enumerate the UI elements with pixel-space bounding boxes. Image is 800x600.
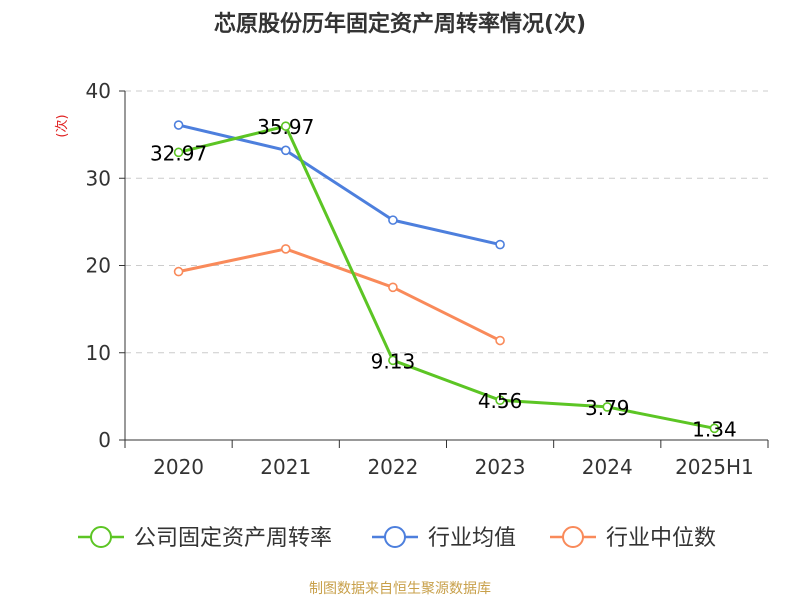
data-point <box>173 147 184 158</box>
data-label: 35.97 <box>257 115 314 139</box>
data-point <box>280 145 291 156</box>
x-tick-label: 2023 <box>475 455 526 479</box>
y-tick-label: 0 <box>98 428 111 452</box>
x-tick-label: 2021 <box>260 455 311 479</box>
data-label: 9.13 <box>371 349 416 373</box>
data-point <box>388 282 398 293</box>
data-label: 3.79 <box>585 396 630 420</box>
data-point <box>173 120 184 130</box>
legend-label: 公司固定资产周转率 <box>134 526 332 551</box>
y-tick-label: 30 <box>86 166 111 190</box>
y-tick-label: 10 <box>86 341 111 365</box>
axes: 0 10 20 30 40 2020 2021 2022 2023 2024 2025H1 (次) <box>54 79 769 479</box>
x-tick-label: 2020 <box>153 455 204 479</box>
series-line-0 <box>178 124 715 430</box>
data-label: 4.56 <box>478 389 523 413</box>
x-tick-label: 2025H1 <box>675 455 754 479</box>
x-tick-label: 2022 <box>367 455 418 479</box>
legend: 公司固定资产周转率 行业均值 行业中位数 <box>78 526 716 551</box>
y-tick-label: 40 <box>86 79 111 103</box>
chart-title: 芯原股份历年固定资产周转率情况(次) <box>213 12 587 37</box>
legend-marker <box>562 526 584 548</box>
data-point <box>709 423 720 434</box>
legend-label: 行业中位数 <box>606 526 716 551</box>
data-point <box>280 121 291 131</box>
data-point <box>388 355 398 366</box>
legend-marker <box>90 526 112 548</box>
data-point <box>495 239 505 250</box>
legend-label: 行业均值 <box>428 526 516 551</box>
legend-marker <box>384 526 406 548</box>
data-point <box>602 402 613 412</box>
data-label: 1.34 <box>692 417 737 441</box>
data-point <box>495 335 505 346</box>
data-point <box>280 244 291 254</box>
source-note: 制图数据来自恒生聚源数据库 <box>309 581 491 597</box>
series-line-1 <box>178 123 501 247</box>
series-line-2 <box>178 247 501 342</box>
grid-lines <box>125 90 768 354</box>
series-lines <box>173 120 720 434</box>
data-point <box>495 395 505 406</box>
y-tick-label: 20 <box>86 254 111 278</box>
data-labels: 32.97 35.97 9.13 4.56 3.79 1.34 <box>150 115 737 441</box>
data-point <box>388 215 398 225</box>
data-label: 32.97 <box>150 141 207 165</box>
y-axis-label: (次) <box>54 114 70 137</box>
data-point <box>173 266 184 277</box>
x-tick-label: 2024 <box>582 455 633 479</box>
